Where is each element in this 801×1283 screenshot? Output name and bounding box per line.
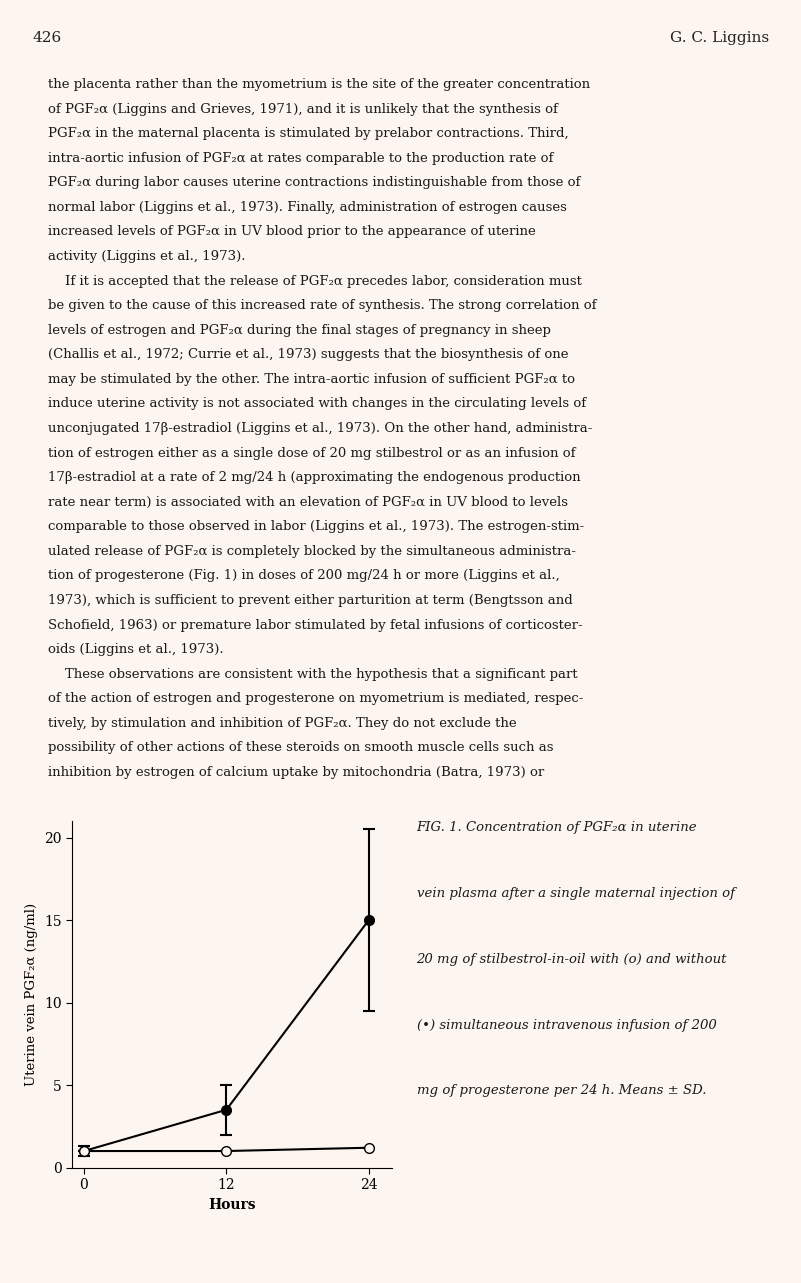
Text: may be stimulated by the other. The intra-aortic infusion of sufficient PGF₂α to: may be stimulated by the other. The intr…: [48, 373, 575, 386]
Text: possibility of other actions of these steroids on smooth muscle cells such as: possibility of other actions of these st…: [48, 742, 553, 754]
Text: activity (Liggins et al., 1973).: activity (Liggins et al., 1973).: [48, 250, 246, 263]
Text: tively, by stimulation and inhibition of PGF₂α. They do not exclude the: tively, by stimulation and inhibition of…: [48, 717, 517, 730]
Text: inhibition by estrogen of calcium uptake by mitochondria (Batra, 1973) or: inhibition by estrogen of calcium uptake…: [48, 766, 545, 779]
Text: PGF₂α in the maternal placenta is stimulated by prelabor contractions. Third,: PGF₂α in the maternal placenta is stimul…: [48, 127, 569, 140]
Text: rate near term) is associated with an elevation of PGF₂α in UV blood to levels: rate near term) is associated with an el…: [48, 495, 568, 508]
Text: G. C. Liggins: G. C. Liggins: [670, 31, 769, 45]
Text: of PGF₂α (Liggins and Grieves, 1971), and it is unlikely that the synthesis of: of PGF₂α (Liggins and Grieves, 1971), an…: [48, 103, 558, 115]
Text: induce uterine activity is not associated with changes in the circulating levels: induce uterine activity is not associate…: [48, 398, 586, 411]
Text: mg of progesterone per 24 h. Means ± SD.: mg of progesterone per 24 h. Means ± SD.: [417, 1084, 706, 1097]
Text: (•) simultaneous intravenous infusion of 200: (•) simultaneous intravenous infusion of…: [417, 1019, 716, 1032]
Text: tion of estrogen either as a single dose of 20 mg stilbestrol or as an infusion : tion of estrogen either as a single dose…: [48, 446, 576, 459]
Y-axis label: Uterine vein PGF₂α (ng/ml): Uterine vein PGF₂α (ng/ml): [26, 903, 38, 1085]
Text: FIG. 1. Concentration of PGF₂α in uterine: FIG. 1. Concentration of PGF₂α in uterin…: [417, 821, 697, 834]
Text: Schofield, 1963) or premature labor stimulated by fetal infusions of corticoster: Schofield, 1963) or premature labor stim…: [48, 618, 582, 631]
Text: If it is accepted that the release of PGF₂α precedes labor, consideration must: If it is accepted that the release of PG…: [48, 275, 582, 287]
Text: oids (Liggins et al., 1973).: oids (Liggins et al., 1973).: [48, 643, 223, 656]
Text: the placenta rather than the myometrium is the site of the greater concentration: the placenta rather than the myometrium …: [48, 78, 590, 91]
Text: ulated release of PGF₂α is completely blocked by the simultaneous administra-: ulated release of PGF₂α is completely bl…: [48, 545, 576, 558]
Text: unconjugated 17β-estradiol (Liggins et al., 1973). On the other hand, administra: unconjugated 17β-estradiol (Liggins et a…: [48, 422, 593, 435]
Text: comparable to those observed in labor (Liggins et al., 1973). The estrogen-stim-: comparable to those observed in labor (L…: [48, 520, 584, 534]
Text: 20 mg of stilbestrol-in-oil with (o) and without: 20 mg of stilbestrol-in-oil with (o) and…: [417, 953, 727, 966]
Text: increased levels of PGF₂α in UV blood prior to the appearance of uterine: increased levels of PGF₂α in UV blood pr…: [48, 226, 536, 239]
Text: 17β-estradiol at a rate of 2 mg/24 h (approximating the endogenous production: 17β-estradiol at a rate of 2 mg/24 h (ap…: [48, 471, 581, 484]
Text: PGF₂α during labor causes uterine contractions indistinguishable from those of: PGF₂α during labor causes uterine contra…: [48, 176, 581, 189]
Text: 426: 426: [32, 31, 62, 45]
Text: 1973), which is sufficient to prevent either parturition at term (Bengtsson and: 1973), which is sufficient to prevent ei…: [48, 594, 573, 607]
X-axis label: Hours: Hours: [208, 1197, 256, 1211]
Text: These observations are consistent with the hypothesis that a significant part: These observations are consistent with t…: [48, 667, 578, 681]
Text: tion of progesterone (Fig. 1) in doses of 200 mg/24 h or more (Liggins et al.,: tion of progesterone (Fig. 1) in doses o…: [48, 570, 560, 582]
Text: intra-aortic infusion of PGF₂α at rates comparable to the production rate of: intra-aortic infusion of PGF₂α at rates …: [48, 151, 553, 164]
Text: levels of estrogen and PGF₂α during the final stages of pregnancy in sheep: levels of estrogen and PGF₂α during the …: [48, 323, 551, 336]
Text: vein plasma after a single maternal injection of: vein plasma after a single maternal inje…: [417, 887, 735, 899]
Text: of the action of estrogen and progesterone on myometrium is mediated, respec-: of the action of estrogen and progestero…: [48, 693, 583, 706]
Text: be given to the cause of this increased rate of synthesis. The strong correlatio: be given to the cause of this increased …: [48, 299, 597, 312]
Text: (Challis et al., 1972; Currie et al., 1973) suggests that the biosynthesis of on: (Challis et al., 1972; Currie et al., 19…: [48, 348, 569, 362]
Text: normal labor (Liggins et al., 1973). Finally, administration of estrogen causes: normal labor (Liggins et al., 1973). Fin…: [48, 201, 567, 214]
